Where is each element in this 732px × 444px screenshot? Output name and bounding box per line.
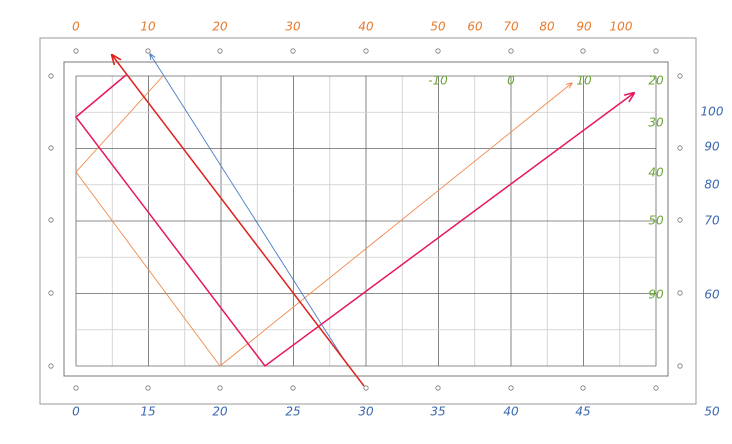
rgt-label: 100 — [701, 105, 724, 119]
top-label: 10 — [140, 20, 156, 34]
dot — [217, 48, 223, 54]
top-label: 30 — [285, 20, 301, 34]
dot — [677, 363, 683, 369]
dot — [580, 48, 586, 54]
dot — [217, 385, 223, 391]
top-label: 0 — [72, 20, 80, 34]
blue-arrow — [150, 54, 349, 367]
top-label: 90 — [576, 20, 592, 34]
dot — [580, 385, 586, 391]
rgt-label: 80 — [704, 178, 720, 192]
dot — [48, 290, 54, 296]
dot — [677, 217, 683, 223]
bot-label: 20 — [212, 405, 228, 419]
dot — [653, 48, 659, 54]
inn-label: -10 — [428, 74, 448, 88]
orange-arrow — [75, 75, 572, 367]
dot — [48, 363, 54, 369]
inn-label: 0 — [507, 74, 515, 88]
dot — [363, 385, 369, 391]
red-arrow — [112, 55, 365, 387]
top-label: 80 — [539, 20, 555, 34]
dot — [48, 73, 54, 79]
rgt-label: 60 — [704, 288, 720, 302]
dot — [435, 385, 441, 391]
bot-label: 50 — [704, 405, 720, 419]
inn-label: 20 — [648, 74, 664, 88]
dot — [145, 48, 151, 54]
dots — [48, 48, 683, 391]
bot-label: 45 — [575, 405, 590, 419]
dot — [145, 385, 151, 391]
top-label: 60 — [467, 20, 483, 34]
dot — [677, 290, 683, 296]
rgt-label: 70 — [704, 214, 720, 228]
dot — [435, 48, 441, 54]
inn-label: 10 — [576, 74, 592, 88]
bot-label: 25 — [285, 405, 300, 419]
dot — [363, 48, 369, 54]
dot — [290, 48, 296, 54]
dot — [290, 385, 296, 391]
top-label: 20 — [212, 20, 228, 34]
dot — [677, 73, 683, 79]
grid — [75, 75, 657, 367]
inn-label: 90 — [648, 288, 664, 302]
dot — [73, 48, 79, 54]
bot-label: 15 — [140, 405, 155, 419]
top-label: 100 — [610, 20, 633, 34]
bot-label: 35 — [430, 405, 445, 419]
dot — [48, 145, 54, 151]
dot — [73, 385, 79, 391]
dot — [48, 217, 54, 223]
bot-label: 40 — [503, 405, 519, 419]
pink-arrow — [74, 74, 634, 368]
top-label: 50 — [430, 20, 446, 34]
inn-label: 40 — [648, 166, 664, 180]
bot-label: 30 — [358, 405, 374, 419]
dot — [508, 385, 514, 391]
dot — [653, 385, 659, 391]
top-label: 40 — [358, 20, 374, 34]
inn-label: 50 — [648, 214, 664, 228]
dot — [677, 145, 683, 151]
bot-label: 0 — [72, 405, 80, 419]
rgt-label: 90 — [704, 140, 720, 154]
dot — [508, 48, 514, 54]
inn-label: 30 — [648, 116, 664, 130]
top-label: 70 — [503, 20, 519, 34]
